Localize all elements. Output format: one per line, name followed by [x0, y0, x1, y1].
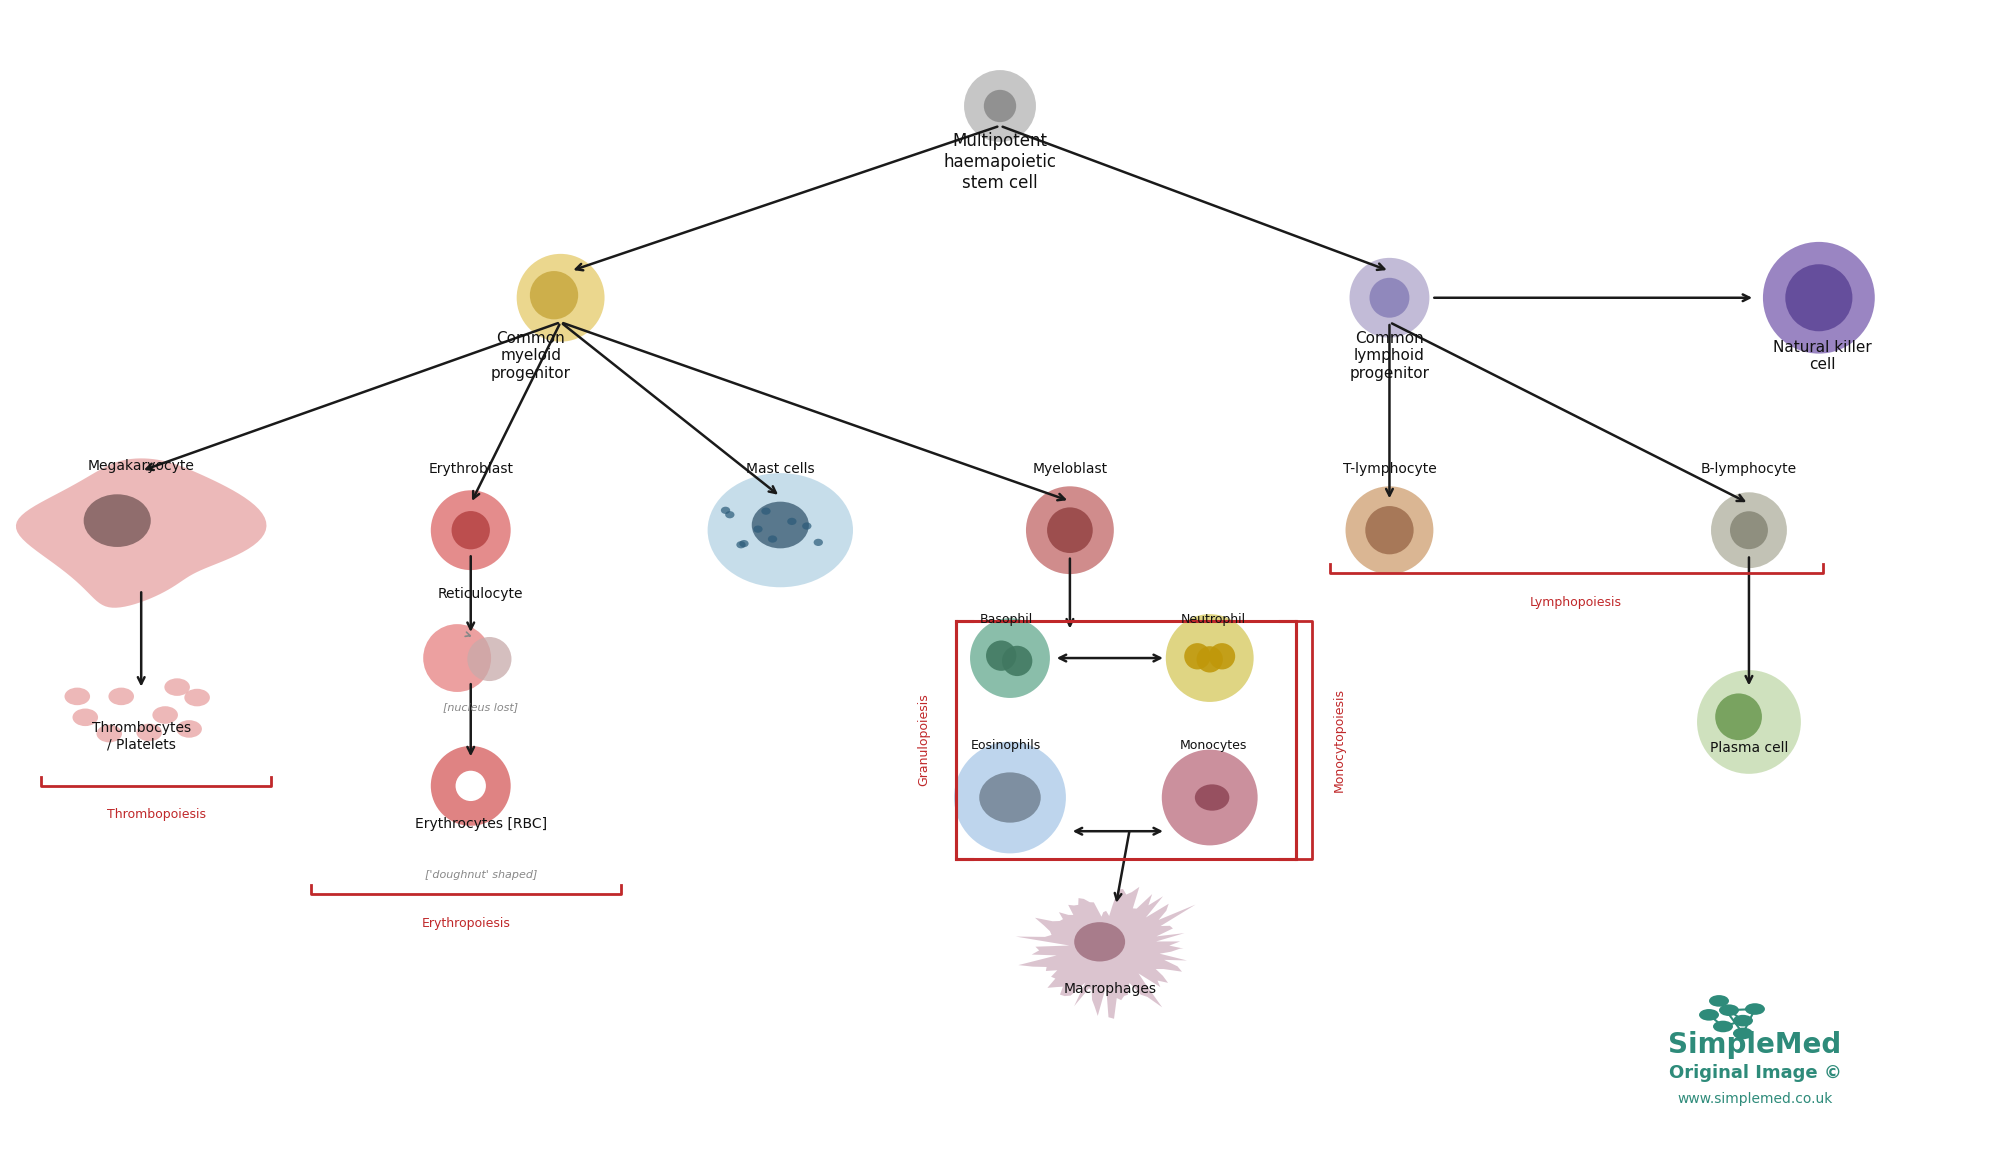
Text: SimpleMed: SimpleMed	[1668, 1031, 1842, 1059]
Text: Monocytopoiesis: Monocytopoiesis	[1334, 689, 1346, 792]
Text: Macrophages: Macrophages	[1064, 982, 1156, 996]
Ellipse shape	[152, 706, 178, 723]
Ellipse shape	[726, 511, 734, 518]
Ellipse shape	[72, 708, 98, 726]
Ellipse shape	[1196, 647, 1222, 672]
Ellipse shape	[108, 687, 134, 705]
Text: Common
myeloid
progenitor: Common myeloid progenitor	[490, 331, 570, 381]
Ellipse shape	[1786, 264, 1852, 331]
Ellipse shape	[754, 525, 762, 532]
Ellipse shape	[814, 538, 822, 546]
Text: Eosinophils: Eosinophils	[970, 739, 1042, 751]
Ellipse shape	[1730, 511, 1768, 549]
Text: [nucleus lost]: [nucleus lost]	[444, 701, 518, 712]
Text: Megakaryocyte: Megakaryocyte	[88, 459, 194, 473]
Ellipse shape	[452, 511, 490, 550]
Ellipse shape	[64, 687, 90, 705]
Text: Original Image ©: Original Image ©	[1668, 1064, 1842, 1082]
Ellipse shape	[762, 508, 770, 515]
Ellipse shape	[752, 502, 808, 549]
Circle shape	[1732, 1015, 1752, 1026]
Ellipse shape	[1002, 645, 1032, 676]
Ellipse shape	[1350, 257, 1430, 338]
Text: Erythroblast: Erythroblast	[428, 461, 514, 475]
Text: Neutrophil: Neutrophil	[1182, 613, 1246, 627]
Circle shape	[1700, 1009, 1720, 1021]
Ellipse shape	[136, 723, 162, 741]
Text: T-lymphocyte: T-lymphocyte	[1342, 461, 1436, 475]
Polygon shape	[1016, 887, 1196, 1018]
Ellipse shape	[1162, 749, 1258, 846]
Text: Erythrocytes [RBC]: Erythrocytes [RBC]	[414, 817, 546, 832]
Ellipse shape	[802, 522, 812, 530]
Ellipse shape	[430, 746, 510, 826]
Ellipse shape	[530, 271, 578, 319]
Ellipse shape	[964, 70, 1036, 142]
Text: Basophil: Basophil	[980, 613, 1032, 627]
Circle shape	[1714, 1021, 1732, 1032]
Text: Lymphopoiesis: Lymphopoiesis	[1530, 595, 1622, 609]
Text: Common
lymphoid
progenitor: Common lymphoid progenitor	[1350, 331, 1430, 381]
Ellipse shape	[1166, 614, 1254, 702]
Text: www.simplemed.co.uk: www.simplemed.co.uk	[1678, 1092, 1832, 1106]
Ellipse shape	[1184, 643, 1210, 670]
Polygon shape	[16, 458, 266, 608]
Ellipse shape	[1698, 670, 1800, 774]
Ellipse shape	[1026, 486, 1114, 574]
Ellipse shape	[176, 720, 202, 737]
Text: ['doughnut' shaped]: ['doughnut' shaped]	[424, 870, 536, 881]
Circle shape	[1732, 1028, 1752, 1039]
Ellipse shape	[1716, 693, 1762, 740]
Ellipse shape	[1194, 784, 1230, 811]
Ellipse shape	[1048, 508, 1092, 553]
Ellipse shape	[970, 619, 1050, 698]
Ellipse shape	[708, 473, 854, 587]
Ellipse shape	[96, 725, 122, 742]
Ellipse shape	[430, 490, 510, 570]
Ellipse shape	[736, 541, 746, 549]
Ellipse shape	[1074, 923, 1126, 961]
Text: Thrombocytes
/ Platelets: Thrombocytes / Platelets	[92, 721, 190, 751]
Ellipse shape	[768, 536, 778, 543]
Ellipse shape	[516, 254, 604, 341]
Circle shape	[1720, 1004, 1738, 1016]
Text: Natural killer
cell: Natural killer cell	[1774, 340, 1872, 372]
Text: Reticulocyte: Reticulocyte	[438, 587, 524, 601]
Ellipse shape	[1370, 277, 1410, 318]
Ellipse shape	[986, 641, 1016, 671]
Ellipse shape	[720, 507, 730, 514]
Ellipse shape	[1346, 486, 1434, 574]
Ellipse shape	[740, 539, 748, 548]
Text: Myeloblast: Myeloblast	[1032, 461, 1108, 475]
Ellipse shape	[984, 90, 1016, 122]
Text: Plasma cell: Plasma cell	[1710, 741, 1788, 755]
Text: Mast cells: Mast cells	[746, 461, 814, 475]
Ellipse shape	[424, 624, 492, 692]
Ellipse shape	[980, 772, 1040, 822]
Ellipse shape	[84, 494, 150, 546]
Ellipse shape	[1208, 643, 1236, 670]
Ellipse shape	[184, 689, 210, 706]
Text: Monocytes: Monocytes	[1180, 739, 1248, 751]
Ellipse shape	[954, 742, 1066, 854]
Text: B-lymphocyte: B-lymphocyte	[1700, 461, 1798, 475]
Text: Multipotent
haemapoietic
stem cell: Multipotent haemapoietic stem cell	[944, 132, 1056, 191]
Ellipse shape	[164, 678, 190, 696]
Text: Granulopoiesis: Granulopoiesis	[918, 693, 930, 786]
Ellipse shape	[468, 637, 512, 682]
Ellipse shape	[788, 517, 796, 525]
Ellipse shape	[1712, 493, 1786, 569]
Ellipse shape	[1366, 506, 1414, 555]
Ellipse shape	[1762, 242, 1874, 354]
Text: Erythropoiesis: Erythropoiesis	[422, 917, 510, 930]
Circle shape	[1710, 995, 1728, 1007]
Ellipse shape	[456, 771, 486, 802]
Text: Thrombopoiesis: Thrombopoiesis	[106, 809, 206, 821]
Circle shape	[1744, 1003, 1764, 1015]
